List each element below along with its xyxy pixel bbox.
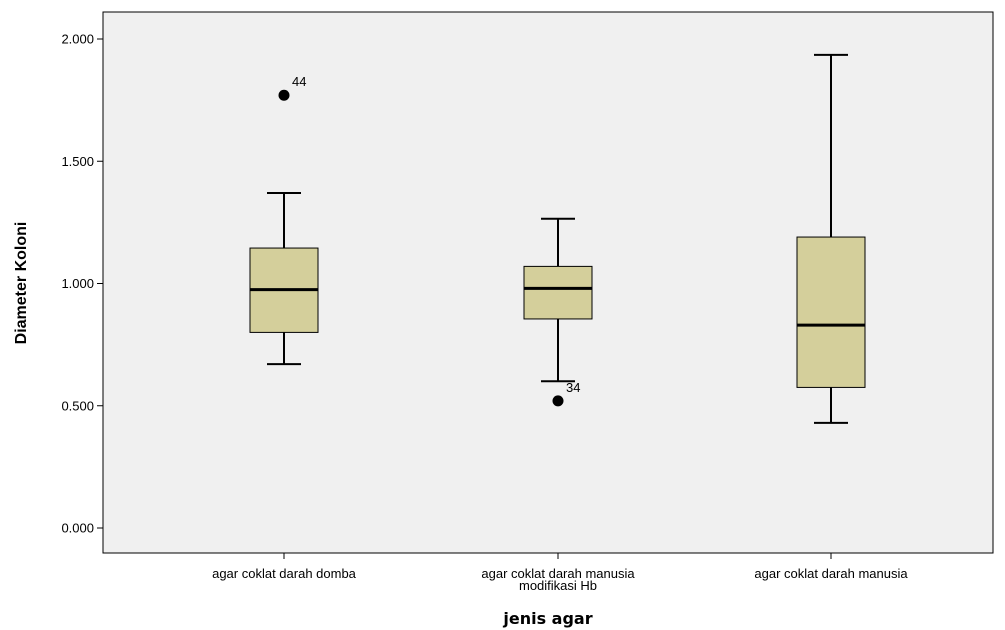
x-category-label: modifikasi Hb <box>519 578 597 593</box>
y-tick-label: 1.500 <box>61 154 94 169</box>
outlier-label: 44 <box>292 74 306 89</box>
box-iqr <box>796 236 866 388</box>
box-group: 34 <box>523 217 593 407</box>
y-tick-label: 1.000 <box>61 276 94 291</box>
y-tick-label: 0.000 <box>61 521 94 536</box>
y-tick-label: 2.000 <box>61 32 94 47</box>
x-axis: agar coklat darah domba agar coklat darah… <box>212 553 908 593</box>
y-axis-title: Diameter Koloni <box>13 222 30 345</box>
x-category-label: agar coklat darah manusia <box>481 566 635 581</box>
y-axis: 0.000 0.500 1.000 1.500 2.000 <box>61 32 103 536</box>
box-group <box>796 53 866 424</box>
box-iqr <box>523 265 593 320</box>
x-category-label: agar coklat darah domba <box>212 566 357 581</box>
box-group: 44 <box>249 74 319 366</box>
outlier-label: 34 <box>566 380 580 395</box>
x-axis-title: jenis agar <box>502 609 592 628</box>
x-category-label: agar coklat darah manusia <box>754 566 908 581</box>
outlier-point <box>278 89 290 101</box>
outlier-point <box>552 395 564 407</box>
boxes: 44 34 <box>249 53 866 424</box>
y-tick-label: 0.500 <box>61 398 94 413</box>
